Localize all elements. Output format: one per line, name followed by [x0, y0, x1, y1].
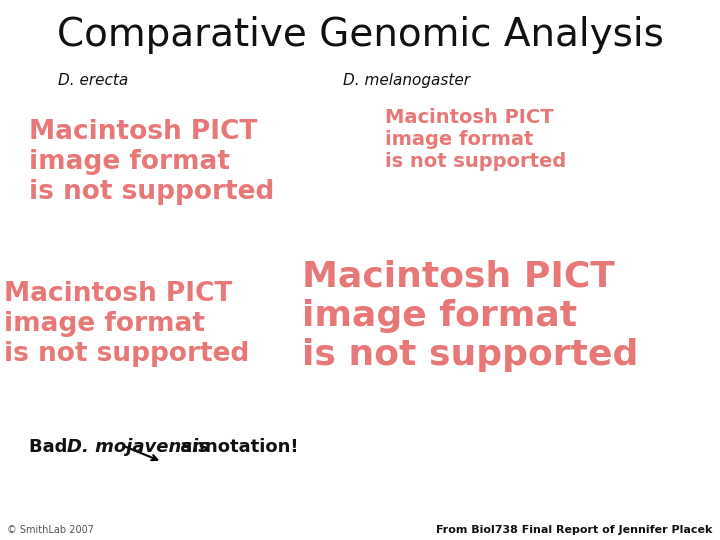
Text: Macintosh PICT
image format
is not supported: Macintosh PICT image format is not suppo…: [302, 259, 639, 372]
Text: annotation!: annotation!: [174, 438, 298, 456]
Text: D. melanogaster: D. melanogaster: [343, 73, 470, 88]
Text: From Biol738 Final Report of Jennifer Placek: From Biol738 Final Report of Jennifer Pl…: [436, 524, 713, 535]
Text: Comparative Genomic Analysis: Comparative Genomic Analysis: [57, 16, 663, 54]
Text: Bad: Bad: [29, 438, 73, 456]
Text: © SmithLab 2007: © SmithLab 2007: [7, 524, 94, 535]
Text: Macintosh PICT
image format
is not supported: Macintosh PICT image format is not suppo…: [29, 119, 274, 205]
Text: Macintosh PICT
image format
is not supported: Macintosh PICT image format is not suppo…: [4, 281, 249, 367]
Text: D. mojavensis: D. mojavensis: [67, 438, 209, 456]
Text: Macintosh PICT
image format
is not supported: Macintosh PICT image format is not suppo…: [385, 108, 567, 171]
Text: D. erecta: D. erecta: [58, 73, 129, 88]
